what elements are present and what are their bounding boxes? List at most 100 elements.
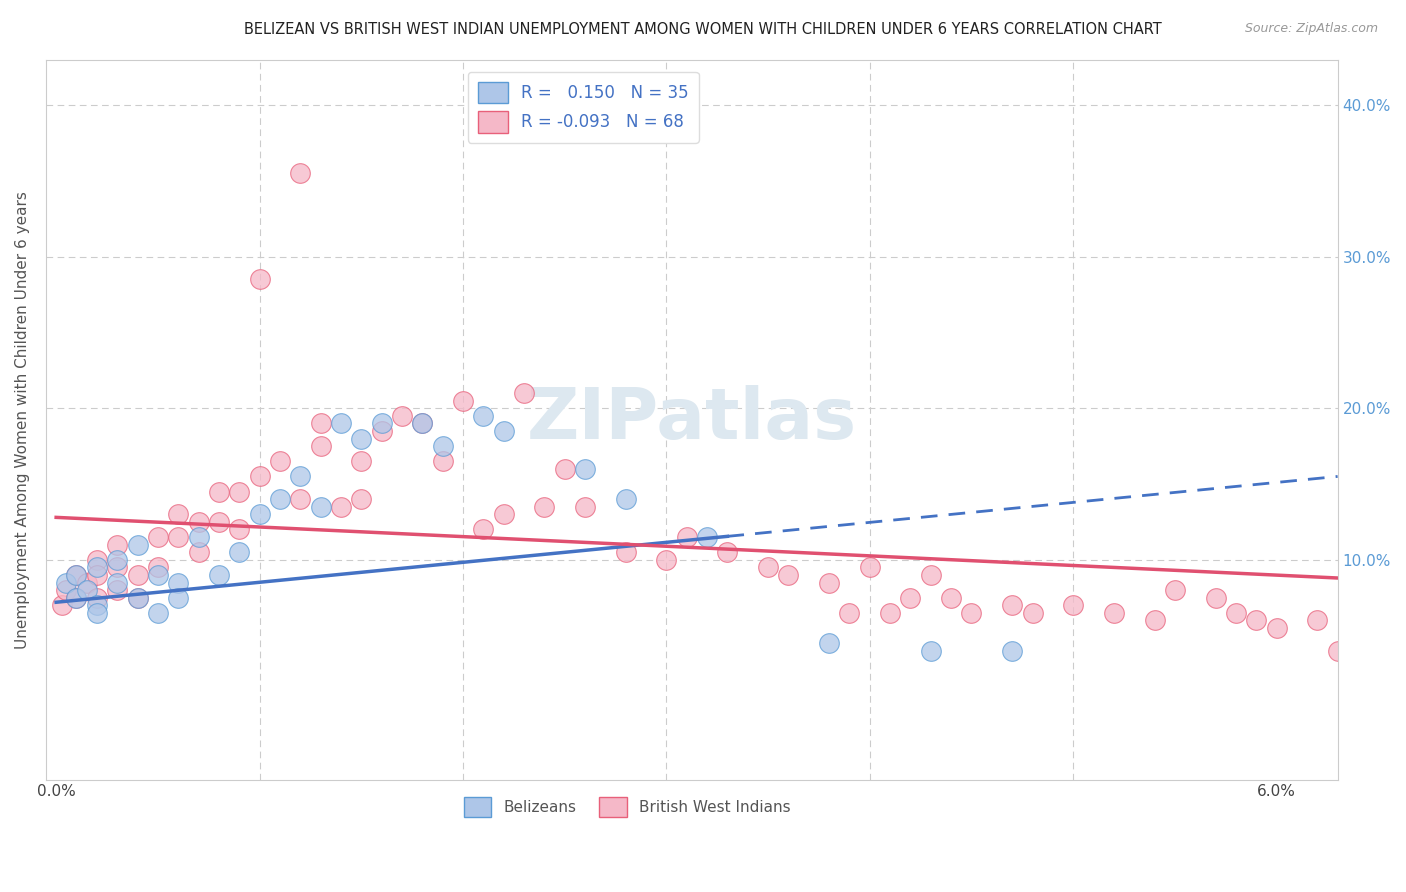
Point	[105, 583, 128, 598]
Point	[55, 575, 77, 590]
Point	[146, 606, 169, 620]
Point	[105, 538, 128, 552]
Point	[290, 492, 312, 507]
Point	[167, 530, 190, 544]
Point	[614, 545, 637, 559]
Point	[127, 538, 149, 552]
Point	[370, 417, 392, 431]
Point	[228, 484, 250, 499]
Point	[1102, 606, 1125, 620]
Point	[838, 606, 860, 620]
Point	[127, 591, 149, 605]
Point	[167, 591, 190, 605]
Point	[146, 530, 169, 544]
Point	[290, 469, 312, 483]
Point	[920, 568, 942, 582]
Point	[1246, 614, 1268, 628]
Point	[105, 575, 128, 590]
Point	[411, 417, 433, 431]
Point	[655, 553, 678, 567]
Text: ZIPatlas: ZIPatlas	[527, 385, 856, 454]
Point	[146, 560, 169, 574]
Point	[228, 545, 250, 559]
Point	[167, 575, 190, 590]
Point	[1021, 606, 1043, 620]
Point	[76, 575, 98, 590]
Point	[86, 560, 108, 574]
Point	[879, 606, 901, 620]
Point	[1001, 644, 1024, 658]
Point	[1164, 583, 1187, 598]
Point	[574, 462, 596, 476]
Point	[187, 530, 209, 544]
Point	[818, 575, 841, 590]
Text: BELIZEAN VS BRITISH WEST INDIAN UNEMPLOYMENT AMONG WOMEN WITH CHILDREN UNDER 6 Y: BELIZEAN VS BRITISH WEST INDIAN UNEMPLOY…	[245, 22, 1161, 37]
Point	[249, 272, 271, 286]
Point	[1225, 606, 1247, 620]
Point	[309, 439, 332, 453]
Point	[55, 583, 77, 598]
Point	[65, 568, 87, 582]
Point	[127, 591, 149, 605]
Point	[1306, 614, 1329, 628]
Point	[65, 568, 87, 582]
Point	[65, 591, 87, 605]
Point	[900, 591, 922, 605]
Point	[105, 560, 128, 574]
Point	[290, 166, 312, 180]
Point	[350, 492, 373, 507]
Point	[249, 508, 271, 522]
Point	[208, 484, 231, 499]
Point	[472, 409, 495, 423]
Point	[86, 599, 108, 613]
Point	[920, 644, 942, 658]
Point	[187, 545, 209, 559]
Point	[350, 432, 373, 446]
Point	[309, 417, 332, 431]
Point	[411, 417, 433, 431]
Point	[329, 417, 352, 431]
Point	[249, 469, 271, 483]
Point	[756, 560, 779, 574]
Point	[269, 492, 291, 507]
Point	[1143, 614, 1166, 628]
Point	[472, 523, 495, 537]
Point	[1062, 599, 1084, 613]
Point	[818, 636, 841, 650]
Point	[86, 606, 108, 620]
Point	[432, 439, 454, 453]
Point	[350, 454, 373, 468]
Point	[391, 409, 413, 423]
Point	[432, 454, 454, 468]
Point	[1205, 591, 1227, 605]
Point	[228, 523, 250, 537]
Point	[492, 508, 515, 522]
Point	[675, 530, 697, 544]
Point	[86, 568, 108, 582]
Point	[208, 515, 231, 529]
Point	[146, 568, 169, 582]
Point	[208, 568, 231, 582]
Point	[614, 492, 637, 507]
Point	[574, 500, 596, 514]
Point	[127, 568, 149, 582]
Point	[1265, 621, 1288, 635]
Point	[716, 545, 738, 559]
Point	[86, 591, 108, 605]
Point	[187, 515, 209, 529]
Point	[329, 500, 352, 514]
Point	[370, 424, 392, 438]
Point	[65, 591, 87, 605]
Point	[859, 560, 882, 574]
Point	[167, 508, 190, 522]
Point	[513, 386, 536, 401]
Point	[1001, 599, 1024, 613]
Point	[696, 530, 718, 544]
Point	[533, 500, 555, 514]
Point	[1326, 644, 1348, 658]
Point	[269, 454, 291, 468]
Point	[554, 462, 576, 476]
Point	[309, 500, 332, 514]
Point	[960, 606, 983, 620]
Point	[778, 568, 800, 582]
